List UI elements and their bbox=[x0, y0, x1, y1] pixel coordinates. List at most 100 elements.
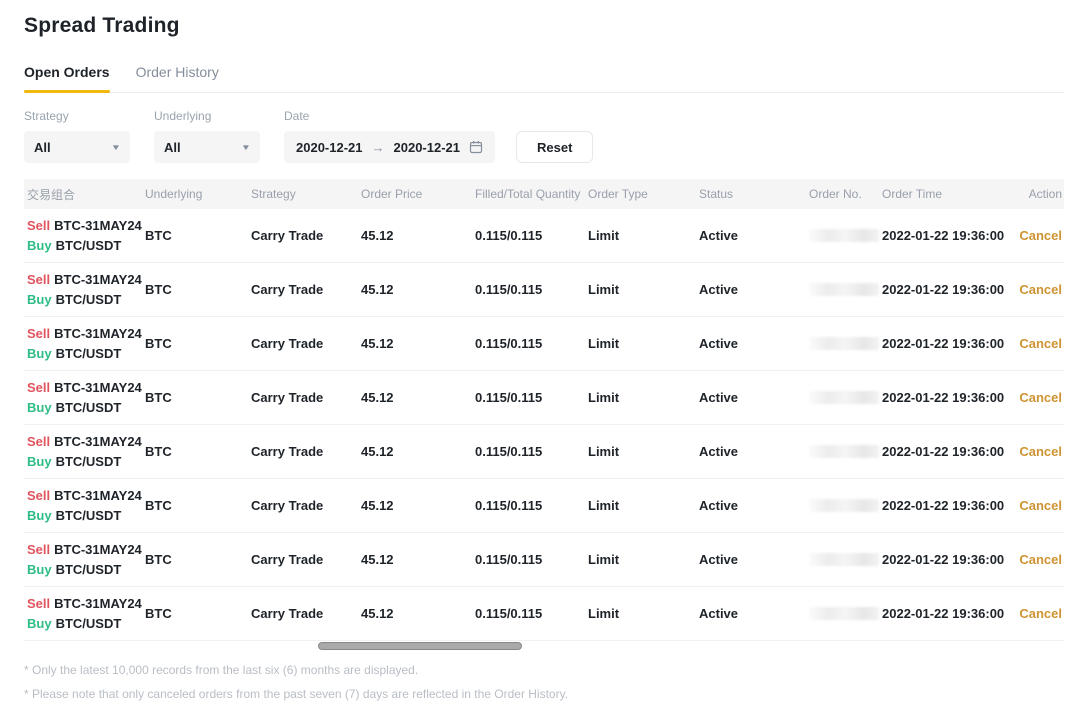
strategy-cell: Carry Trade bbox=[251, 390, 324, 405]
order-time-cell: 2022-01-22 19:36:00 bbox=[882, 390, 1005, 405]
buy-instrument: BTC/USDT bbox=[55, 345, 122, 361]
order-no-redacted-value bbox=[809, 445, 879, 458]
horizontal-scrollbar[interactable] bbox=[318, 642, 522, 650]
arrow-right-icon: → bbox=[371, 139, 385, 155]
underlying-cell: BTC bbox=[145, 498, 172, 513]
buy-leg: Buy BTC/USDT bbox=[27, 236, 142, 256]
sell-instrument: BTC-31MAY24 bbox=[54, 541, 142, 557]
order-no-cell bbox=[806, 283, 879, 296]
sell-instrument: BTC-31MAY24 bbox=[54, 487, 142, 503]
pair-cell: Sell BTC-31MAY24 Buy BTC/USDT bbox=[24, 540, 142, 580]
order-price-cell: 45.12 bbox=[361, 228, 394, 243]
sell-label: Sell bbox=[27, 595, 51, 611]
strategy-cell: Carry Trade bbox=[251, 336, 324, 351]
strategy-filter-label: Strategy bbox=[24, 109, 69, 123]
status-cell: Active bbox=[699, 606, 739, 621]
table-body: Sell BTC-31MAY24 Buy BTC/USDT BTC Carry Tr… bbox=[24, 209, 1064, 641]
column-header-order-no: Order No. bbox=[809, 187, 862, 201]
buy-leg: Buy BTC/USDT bbox=[27, 560, 142, 580]
filled-total-cell: 0.115/0.115 bbox=[475, 498, 543, 513]
reset-button[interactable]: Reset bbox=[516, 131, 594, 163]
order-time-cell: 2022-01-22 19:36:00 bbox=[882, 444, 1005, 459]
chevron-down-icon: ▼ bbox=[110, 142, 122, 152]
strategy-select[interactable]: All ▼ bbox=[24, 131, 130, 163]
cancel-button[interactable]: Cancel bbox=[1019, 498, 1062, 513]
filled-total-cell: 0.115/0.115 bbox=[475, 606, 543, 621]
chevron-down-icon: ▼ bbox=[240, 142, 252, 152]
status-cell: Active bbox=[699, 390, 739, 405]
order-type-cell: Limit bbox=[588, 606, 620, 621]
sell-leg: Sell BTC-31MAY24 bbox=[27, 540, 142, 560]
underlying-select[interactable]: All ▼ bbox=[154, 131, 260, 163]
cancel-button[interactable]: Cancel bbox=[1019, 444, 1062, 459]
column-header-strategy: Strategy bbox=[251, 187, 296, 201]
footnote-canceled-orders: * Please note that only canceled orders … bbox=[24, 687, 569, 701]
underlying-cell: BTC bbox=[145, 390, 172, 405]
buy-label: Buy bbox=[27, 453, 52, 469]
order-no-redacted-value bbox=[809, 553, 879, 566]
cancel-button[interactable]: Cancel bbox=[1019, 228, 1062, 243]
order-no-cell bbox=[806, 607, 879, 620]
underlying-cell: BTC bbox=[145, 444, 172, 459]
strategy-filter: Strategy All ▼ bbox=[24, 109, 130, 163]
sell-instrument: BTC-31MAY24 bbox=[54, 217, 142, 233]
tab-order-history[interactable]: Order History bbox=[135, 64, 219, 80]
cancel-button[interactable]: Cancel bbox=[1019, 552, 1062, 567]
status-cell: Active bbox=[699, 498, 739, 513]
sell-label: Sell bbox=[27, 325, 51, 341]
pair-cell: Sell BTC-31MAY24 Buy BTC/USDT bbox=[24, 216, 142, 256]
date-filter: Date 2020-12-21 → 2020-12-21 bbox=[284, 109, 495, 163]
sell-instrument: BTC-31MAY24 bbox=[54, 595, 142, 611]
order-time-cell: 2022-01-22 19:36:00 bbox=[882, 498, 1005, 513]
filled-total-cell: 0.115/0.115 bbox=[475, 228, 543, 243]
order-price-cell: 45.12 bbox=[361, 606, 394, 621]
status-cell: Active bbox=[699, 282, 739, 297]
sell-leg: Sell BTC-31MAY24 bbox=[27, 324, 142, 344]
sell-leg: Sell BTC-31MAY24 bbox=[27, 486, 142, 506]
buy-label: Buy bbox=[27, 237, 52, 253]
column-header-order-type: Order Type bbox=[588, 187, 648, 201]
order-price-cell: 45.12 bbox=[361, 552, 394, 567]
cancel-button[interactable]: Cancel bbox=[1019, 606, 1062, 621]
filled-total-cell: 0.115/0.115 bbox=[475, 444, 543, 459]
buy-leg: Buy BTC/USDT bbox=[27, 506, 142, 526]
open-orders-table: 交易组合 Underlying Strategy Order Price Fil… bbox=[24, 179, 1064, 641]
cancel-button[interactable]: Cancel bbox=[1019, 390, 1062, 405]
tab-bar: Open Orders Order History bbox=[24, 64, 1064, 93]
date-range-picker[interactable]: 2020-12-21 → 2020-12-21 bbox=[284, 131, 495, 163]
order-type-cell: Limit bbox=[588, 444, 620, 459]
footnotes: * Only the latest 10,000 records from th… bbox=[24, 663, 1064, 701]
strategy-cell: Carry Trade bbox=[251, 498, 324, 513]
pair-cell: Sell BTC-31MAY24 Buy BTC/USDT bbox=[24, 270, 142, 310]
filled-total-cell: 0.115/0.115 bbox=[475, 552, 543, 567]
buy-leg: Buy BTC/USDT bbox=[27, 398, 142, 418]
buy-label: Buy bbox=[27, 507, 52, 523]
column-header-underlying: Underlying bbox=[145, 187, 203, 201]
strategy-cell: Carry Trade bbox=[251, 282, 324, 297]
sell-label: Sell bbox=[27, 217, 51, 233]
order-no-cell bbox=[806, 337, 879, 350]
order-no-redacted-value bbox=[809, 229, 879, 242]
cancel-button[interactable]: Cancel bbox=[1019, 282, 1062, 297]
sell-label: Sell bbox=[27, 379, 51, 395]
order-no-cell bbox=[806, 553, 879, 566]
strategy-cell: Carry Trade bbox=[251, 606, 324, 621]
table-row: Sell BTC-31MAY24 Buy BTC/USDT BTC Carry Tr… bbox=[24, 317, 1064, 371]
order-type-cell: Limit bbox=[588, 498, 620, 513]
sell-leg: Sell BTC-31MAY24 bbox=[27, 594, 142, 614]
table-row: Sell BTC-31MAY24 Buy BTC/USDT BTC Carry Tr… bbox=[24, 425, 1064, 479]
buy-label: Buy bbox=[27, 291, 52, 307]
column-header-pair: 交易组合 bbox=[27, 187, 76, 202]
order-type-cell: Limit bbox=[588, 228, 620, 243]
buy-label: Buy bbox=[27, 399, 52, 415]
sell-label: Sell bbox=[27, 487, 51, 503]
order-no-redacted-value bbox=[809, 283, 879, 296]
column-header-action: Action bbox=[1028, 187, 1062, 201]
order-no-redacted-value bbox=[809, 607, 879, 620]
cancel-button[interactable]: Cancel bbox=[1019, 336, 1062, 351]
page-title: Spread Trading bbox=[24, 14, 180, 37]
filter-bar: Strategy All ▼ Underlying All ▼ Date 202… bbox=[24, 109, 1064, 163]
sell-instrument: BTC-31MAY24 bbox=[54, 379, 142, 395]
tab-open-orders[interactable]: Open Orders bbox=[24, 64, 110, 93]
